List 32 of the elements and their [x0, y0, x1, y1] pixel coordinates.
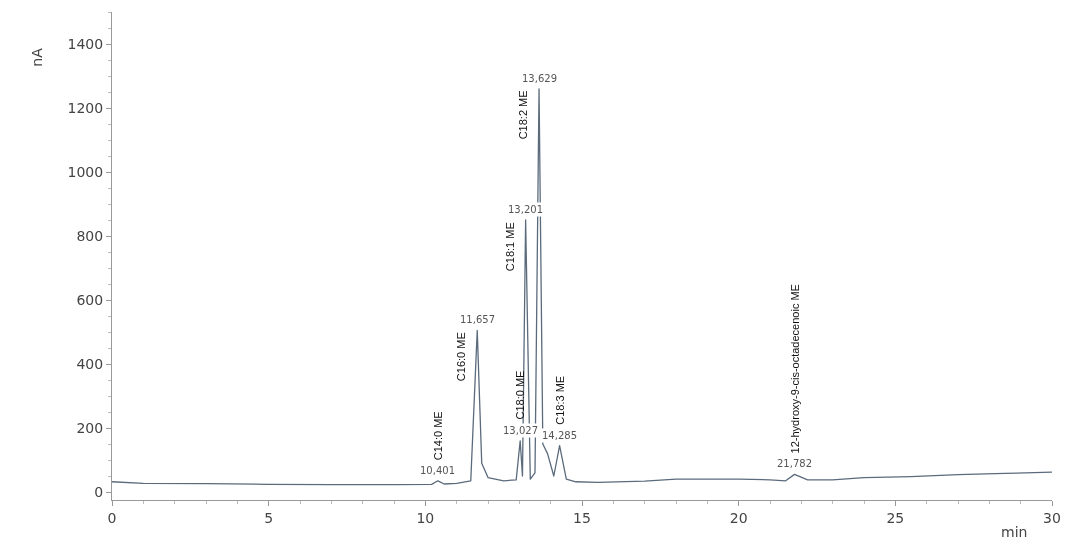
y-axis-title: nA: [29, 47, 46, 67]
x-tick-label: 30: [1043, 509, 1061, 526]
x-tick-label: 0: [107, 509, 117, 526]
annotation: 10,401: [420, 465, 455, 476]
annotation: 11,657: [460, 314, 495, 325]
x-tick-label: 10: [416, 509, 435, 526]
x-tick-label: 20: [729, 509, 748, 526]
y-tick-label: 400: [76, 355, 104, 372]
x-tick-label: 5: [264, 509, 274, 526]
x-tick-label: 25: [886, 509, 905, 526]
annotation: 13,027: [503, 425, 538, 436]
y-tick-label: 1400: [67, 35, 104, 52]
annotation: 12-hydroxy-9-cis-octadecenoic ME: [788, 284, 801, 454]
annotation: 13,629: [522, 73, 557, 84]
annotation: C18:1 ME: [504, 222, 517, 272]
annotation: C18:0 ME: [513, 370, 526, 420]
annotation: C18:3 ME: [553, 375, 566, 425]
annotation: C16:0 ME: [455, 332, 468, 382]
y-tick-label: 1000: [67, 163, 104, 180]
y-tick-label: 1200: [67, 99, 104, 116]
y-tick-label: 600: [76, 291, 104, 308]
annotation: C18:2 ME: [516, 90, 529, 140]
y-tick-label: 0: [94, 483, 104, 500]
annotation: 13,201: [508, 204, 543, 215]
annotation: 21,782: [777, 458, 812, 469]
annotation: C14:0 ME: [431, 411, 444, 461]
x-tick-label: 15: [573, 509, 591, 526]
line-series: [112, 88, 1052, 486]
y-tick-label: 200: [76, 419, 104, 436]
y-tick-label: 800: [76, 227, 104, 244]
x-axis-title: min: [1001, 524, 1028, 538]
annotation: 14,285: [542, 430, 577, 441]
